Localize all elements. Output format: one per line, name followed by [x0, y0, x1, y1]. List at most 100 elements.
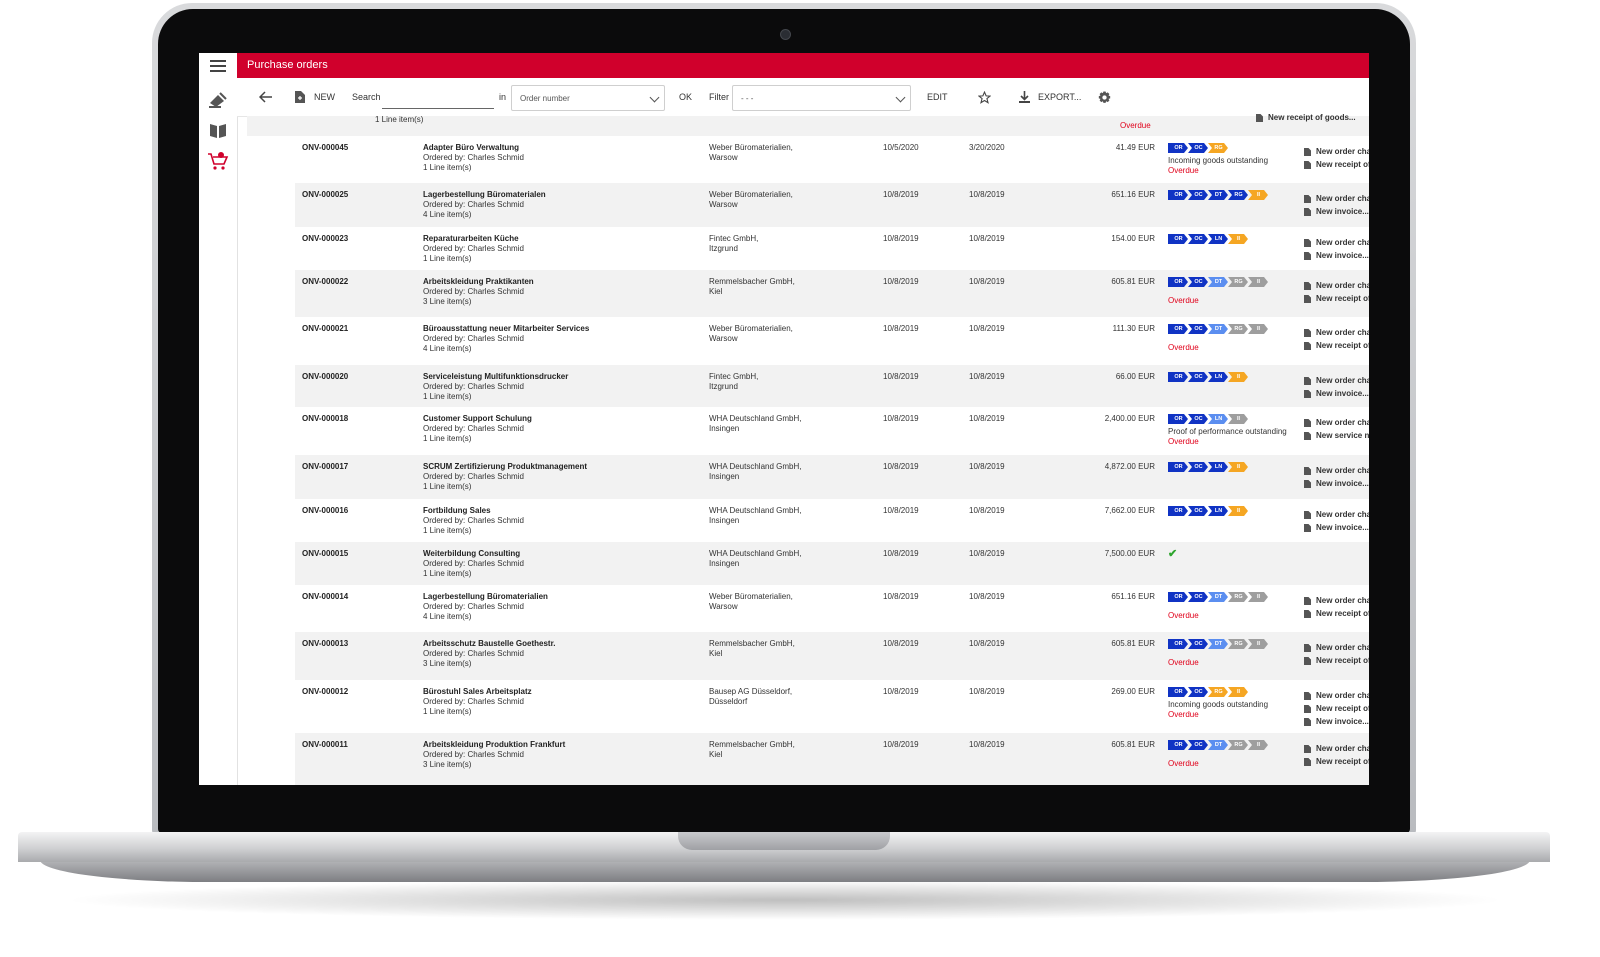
status-chip[interactable]: II — [1248, 324, 1268, 334]
status-chip[interactable]: LN — [1208, 506, 1228, 516]
status-chip[interactable]: DT — [1208, 190, 1228, 200]
status-chip[interactable]: LN — [1208, 372, 1228, 382]
status-chip[interactable]: OR — [1168, 639, 1188, 649]
status-chip[interactable]: OR — [1168, 414, 1188, 424]
order-title[interactable]: Arbeitskleidung Praktikanten — [423, 277, 534, 286]
order-title[interactable]: Weiterbildung Consulting — [423, 549, 521, 558]
status-chip[interactable]: OC — [1188, 414, 1208, 424]
table-row[interactable]: ONV-000022 Arbeitskleidung Praktikanten Or… — [295, 270, 1369, 317]
status-chip[interactable]: RG — [1228, 324, 1248, 334]
status-chip[interactable]: LN — [1208, 462, 1228, 472]
table-row[interactable]: ONV-000018 Customer Support Schulung Order… — [295, 407, 1369, 455]
order-title[interactable]: Customer Support Schulung — [423, 414, 532, 423]
status-chip[interactable]: LN — [1208, 414, 1228, 424]
partial-row-action[interactable]: New receipt of goods... — [1256, 111, 1356, 124]
order-title[interactable]: Büroausstattung neuer Mitarbeiter Servic… — [423, 324, 590, 333]
action-link[interactable]: New receipt of goods... — [1304, 292, 1369, 305]
order-title[interactable]: Bürostuhl Sales Arbeitsplatz — [423, 687, 532, 696]
action-link[interactable]: New receipt of goods... — [1304, 654, 1369, 667]
order-title[interactable]: Arbeitskleidung Produktion Frankfurt — [423, 740, 566, 749]
action-link[interactable]: New invoice... — [1304, 249, 1369, 262]
status-chip[interactable]: OC — [1188, 740, 1208, 750]
status-chip[interactable]: II — [1228, 506, 1248, 516]
action-link[interactable]: New order change... — [1304, 192, 1369, 205]
cart-icon[interactable] — [207, 151, 229, 171]
stamp-icon[interactable] — [207, 90, 229, 110]
ok-button[interactable]: OK — [679, 92, 693, 102]
status-chip[interactable]: OR — [1168, 506, 1188, 516]
action-link[interactable]: New service note... — [1304, 429, 1369, 442]
table-row[interactable]: ONV-000017 SCRUM Zertifizierung Produktma… — [295, 455, 1369, 499]
order-id[interactable]: ONV-000045 — [302, 143, 349, 152]
status-chip[interactable]: II — [1248, 277, 1268, 287]
status-chip[interactable]: RG — [1228, 740, 1248, 750]
order-title[interactable]: Serviceleistung Multifunktionsdrucker — [423, 372, 569, 381]
status-chip[interactable]: OC — [1188, 462, 1208, 472]
search-input[interactable] — [382, 108, 494, 109]
order-id[interactable]: ONV-000021 — [302, 324, 349, 333]
status-chip[interactable]: OR — [1168, 740, 1188, 750]
status-chip[interactable]: OR — [1168, 324, 1188, 334]
status-chip[interactable]: DT — [1208, 324, 1228, 334]
action-link[interactable]: New invoice... — [1304, 715, 1369, 728]
book-icon[interactable] — [207, 120, 229, 140]
action-link[interactable]: New order change... — [1304, 326, 1369, 339]
action-link[interactable]: New order change... — [1304, 641, 1369, 654]
action-link[interactable]: New invoice... — [1304, 521, 1369, 534]
status-chip[interactable]: OR — [1168, 190, 1188, 200]
order-id[interactable]: ONV-000018 — [302, 414, 349, 423]
status-chip[interactable]: OR — [1168, 462, 1188, 472]
status-chip[interactable]: RG — [1208, 143, 1228, 153]
back-button[interactable] — [259, 78, 273, 116]
action-link[interactable]: New order change... — [1304, 508, 1369, 521]
table-row[interactable]: ONV-000014 Lagerbestellung Büromaterialie… — [295, 585, 1369, 632]
status-chip[interactable]: DT — [1208, 740, 1228, 750]
action-link[interactable]: New order change... — [1304, 594, 1369, 607]
table-row[interactable]: ONV-000012 Bürostuhl Sales Arbeitsplatz Or… — [295, 680, 1369, 733]
status-chip[interactable]: DT — [1208, 277, 1228, 287]
status-chip[interactable]: II — [1248, 639, 1268, 649]
order-title[interactable]: Lagerbestellung Büromaterialien — [423, 592, 548, 601]
status-chip[interactable]: II — [1228, 687, 1248, 697]
status-chip[interactable]: RG — [1228, 592, 1248, 602]
status-chip[interactable]: OC — [1188, 277, 1208, 287]
status-chip[interactable]: RG — [1228, 190, 1248, 200]
edit-button[interactable]: EDIT — [927, 92, 948, 102]
action-link[interactable]: New order change... — [1304, 145, 1369, 158]
table-row[interactable]: ONV-000013 Arbeitsschutz Baustelle Goethe… — [295, 632, 1369, 680]
new-button[interactable]: NEW — [295, 78, 335, 116]
order-id[interactable]: ONV-000016 — [302, 506, 349, 515]
action-link[interactable]: New order change... — [1304, 742, 1369, 755]
order-id[interactable]: ONV-000023 — [302, 234, 349, 243]
status-chip[interactable]: OR — [1168, 143, 1188, 153]
order-title[interactable]: Adapter Büro Verwaltung — [423, 143, 520, 152]
export-button[interactable]: EXPORT... — [1019, 78, 1081, 116]
order-id[interactable]: ONV-000020 — [302, 372, 349, 381]
order-title[interactable]: Arbeitsschutz Baustelle Goethestr. — [423, 639, 556, 648]
status-chip[interactable]: DT — [1208, 592, 1228, 602]
action-link[interactable]: New receipt of goods... — [1304, 702, 1369, 715]
status-chip[interactable]: RG — [1208, 687, 1228, 697]
status-chip[interactable]: OC — [1188, 190, 1208, 200]
status-chip[interactable]: II — [1248, 592, 1268, 602]
order-id[interactable]: ONV-000014 — [302, 592, 349, 601]
status-chip[interactable]: OR — [1168, 234, 1188, 244]
action-link[interactable]: New invoice... — [1304, 477, 1369, 490]
order-id[interactable]: ONV-000011 — [302, 740, 348, 749]
order-title[interactable]: Lagerbestellung Büromaterialen — [423, 190, 546, 199]
status-chip[interactable]: OC — [1188, 639, 1208, 649]
order-id[interactable]: ONV-000025 — [302, 190, 349, 199]
order-id[interactable]: ONV-000017 — [302, 462, 349, 471]
status-chip[interactable]: OC — [1188, 234, 1208, 244]
order-title[interactable]: SCRUM Zertifizierung Produktmanagement — [423, 462, 588, 471]
action-link[interactable]: New order change... — [1304, 689, 1369, 702]
status-chip[interactable]: OR — [1168, 592, 1188, 602]
partial-row[interactable]: 1 Line item(s) Overdue New receipt of go… — [247, 113, 1369, 136]
table-row[interactable]: ONV-000045 Adapter Büro Verwaltung Ordered… — [295, 136, 1369, 183]
table-row[interactable]: ONV-000011 Arbeitskleidung Produktion Fra… — [295, 733, 1369, 785]
settings-button[interactable] — [1098, 78, 1111, 116]
menu-icon[interactable] — [199, 53, 237, 78]
status-chip[interactable]: II — [1228, 372, 1248, 382]
status-chip[interactable]: II — [1248, 190, 1268, 200]
table-row[interactable]: ONV-000025 Lagerbestellung Büromaterialen… — [295, 183, 1369, 227]
